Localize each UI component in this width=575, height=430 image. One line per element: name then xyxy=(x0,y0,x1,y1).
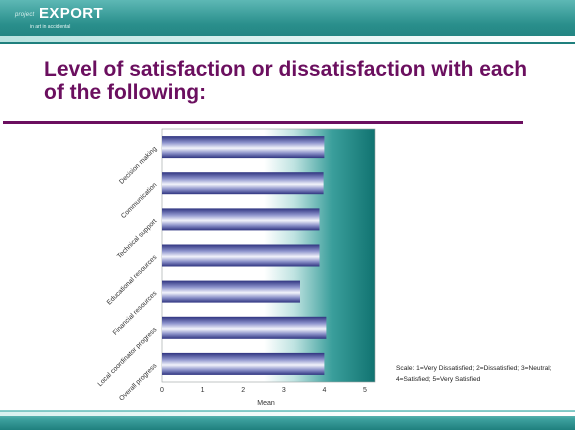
x-tick-label: 0 xyxy=(160,387,164,394)
bar-local-coordinator-progress xyxy=(162,316,327,339)
category-label: Communication xyxy=(120,182,158,220)
x-tick-label: 1 xyxy=(201,387,205,394)
bar-communication xyxy=(162,172,324,195)
category-label: Technical support xyxy=(116,218,158,260)
title-divider xyxy=(3,121,523,124)
bar-overall-progress xyxy=(162,352,325,375)
logo-prefix: project xyxy=(15,12,35,18)
logo-wordmark: EXPORT xyxy=(39,5,104,22)
category-label: Decision making xyxy=(118,145,158,185)
bar-technical-support xyxy=(162,208,320,231)
header-accent-stripe xyxy=(0,36,575,42)
x-tick-label: 5 xyxy=(363,387,367,394)
slide-title: Level of satisfaction or dissatisfaction… xyxy=(44,58,528,104)
scale-legend-note: Scale: 1=Very Dissatisfied; 2=Dissatisfi… xyxy=(396,365,552,383)
bar-financial-resources xyxy=(162,280,300,303)
category-label: Local coordinator progress xyxy=(97,326,159,388)
category-label: Overall progress xyxy=(118,362,159,403)
x-tick-label: 3 xyxy=(282,387,286,394)
footer-accent-stripe xyxy=(0,412,575,416)
x-tick-label: 4 xyxy=(322,387,326,394)
x-axis-title: Mean xyxy=(257,400,275,407)
logo-tagline: in art in accidental xyxy=(30,24,71,30)
x-tick-label: 2 xyxy=(241,387,245,394)
bar-educational-resources xyxy=(162,244,320,267)
bar-decision-making xyxy=(162,136,325,159)
